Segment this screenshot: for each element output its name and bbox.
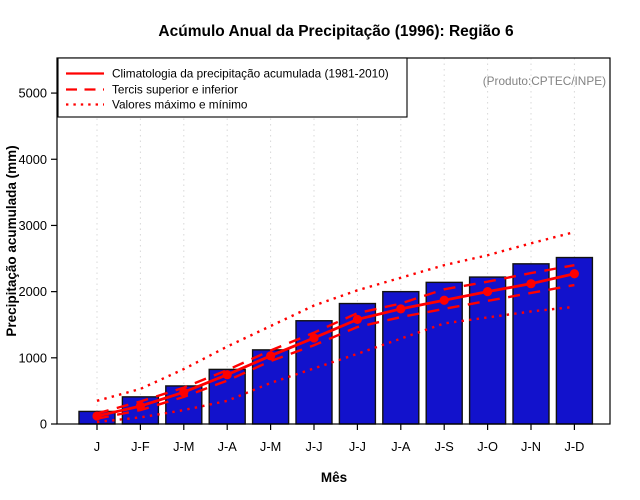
marker-climatologia-J-A [222,370,232,380]
bar-J-D [555,256,594,425]
y-tick-label: 0 [40,417,47,432]
marker-climatologia-J-M [179,387,189,397]
legend-label-tercis: Tercis superior e inferior [112,83,238,97]
x-tick-label: J-A [218,439,238,454]
marker-climatologia-J-D [569,269,580,279]
legend: Climatologia da precipitação acumulada (… [57,57,408,118]
marker-climatologia-J-A [396,304,406,314]
x-tick-label: J-S [435,439,454,454]
marker-climatologia-J-M [266,351,276,361]
bar-J-N [512,263,550,425]
product-annotation: (Produto:CPTEC/INPE) [483,74,606,88]
line-maximo [96,230,575,402]
marker-climatologia-J-S [439,295,449,305]
line-tercil-superior [96,263,575,415]
line-climatologia [96,272,575,418]
y-tick-label: 4000 [19,152,47,167]
x-tick-label: J-O [477,439,498,454]
y-tick-label: 5000 [19,86,47,101]
legend-label-max-min: Valores máximo e mínimo [112,98,248,112]
x-tick-label: J-N [521,439,541,454]
y-tick-label: 3000 [19,218,47,233]
marker-climatologia-J-F [135,401,145,411]
marker-climatologia-J-J [309,333,319,343]
marker-climatologia-J-N [526,279,536,289]
y-axis-title: Precipitação acumulada (mm) [4,145,19,336]
x-axis-title: Mês [321,470,347,485]
marker-climatologia-J [92,411,102,421]
bar-J-O [468,276,507,425]
legend-label-climatologia: Climatologia da precipitação acumulada (… [112,67,389,81]
x-tick-label: J-A [391,439,411,454]
legend-box [57,57,408,118]
x-tick-label: J-F [131,439,150,454]
chart-title: Acúmulo Anual da Precipitação (1996): Re… [158,23,514,40]
y-tick-label: 1000 [19,350,47,365]
marker-climatologia-J-J [352,314,362,325]
marker-climatologia-J-O [483,287,493,297]
y-tick-label: 2000 [19,284,47,299]
x-tick-label: J-M [260,439,281,454]
line-tercil-inferior [96,283,575,420]
x-tick-label: J-M [173,439,194,454]
x-tick-label: J-J [305,439,322,454]
x-tick-label: J-D [564,439,584,454]
x-tick-label: J-J [349,439,366,454]
x-tick-label: J [94,439,100,454]
